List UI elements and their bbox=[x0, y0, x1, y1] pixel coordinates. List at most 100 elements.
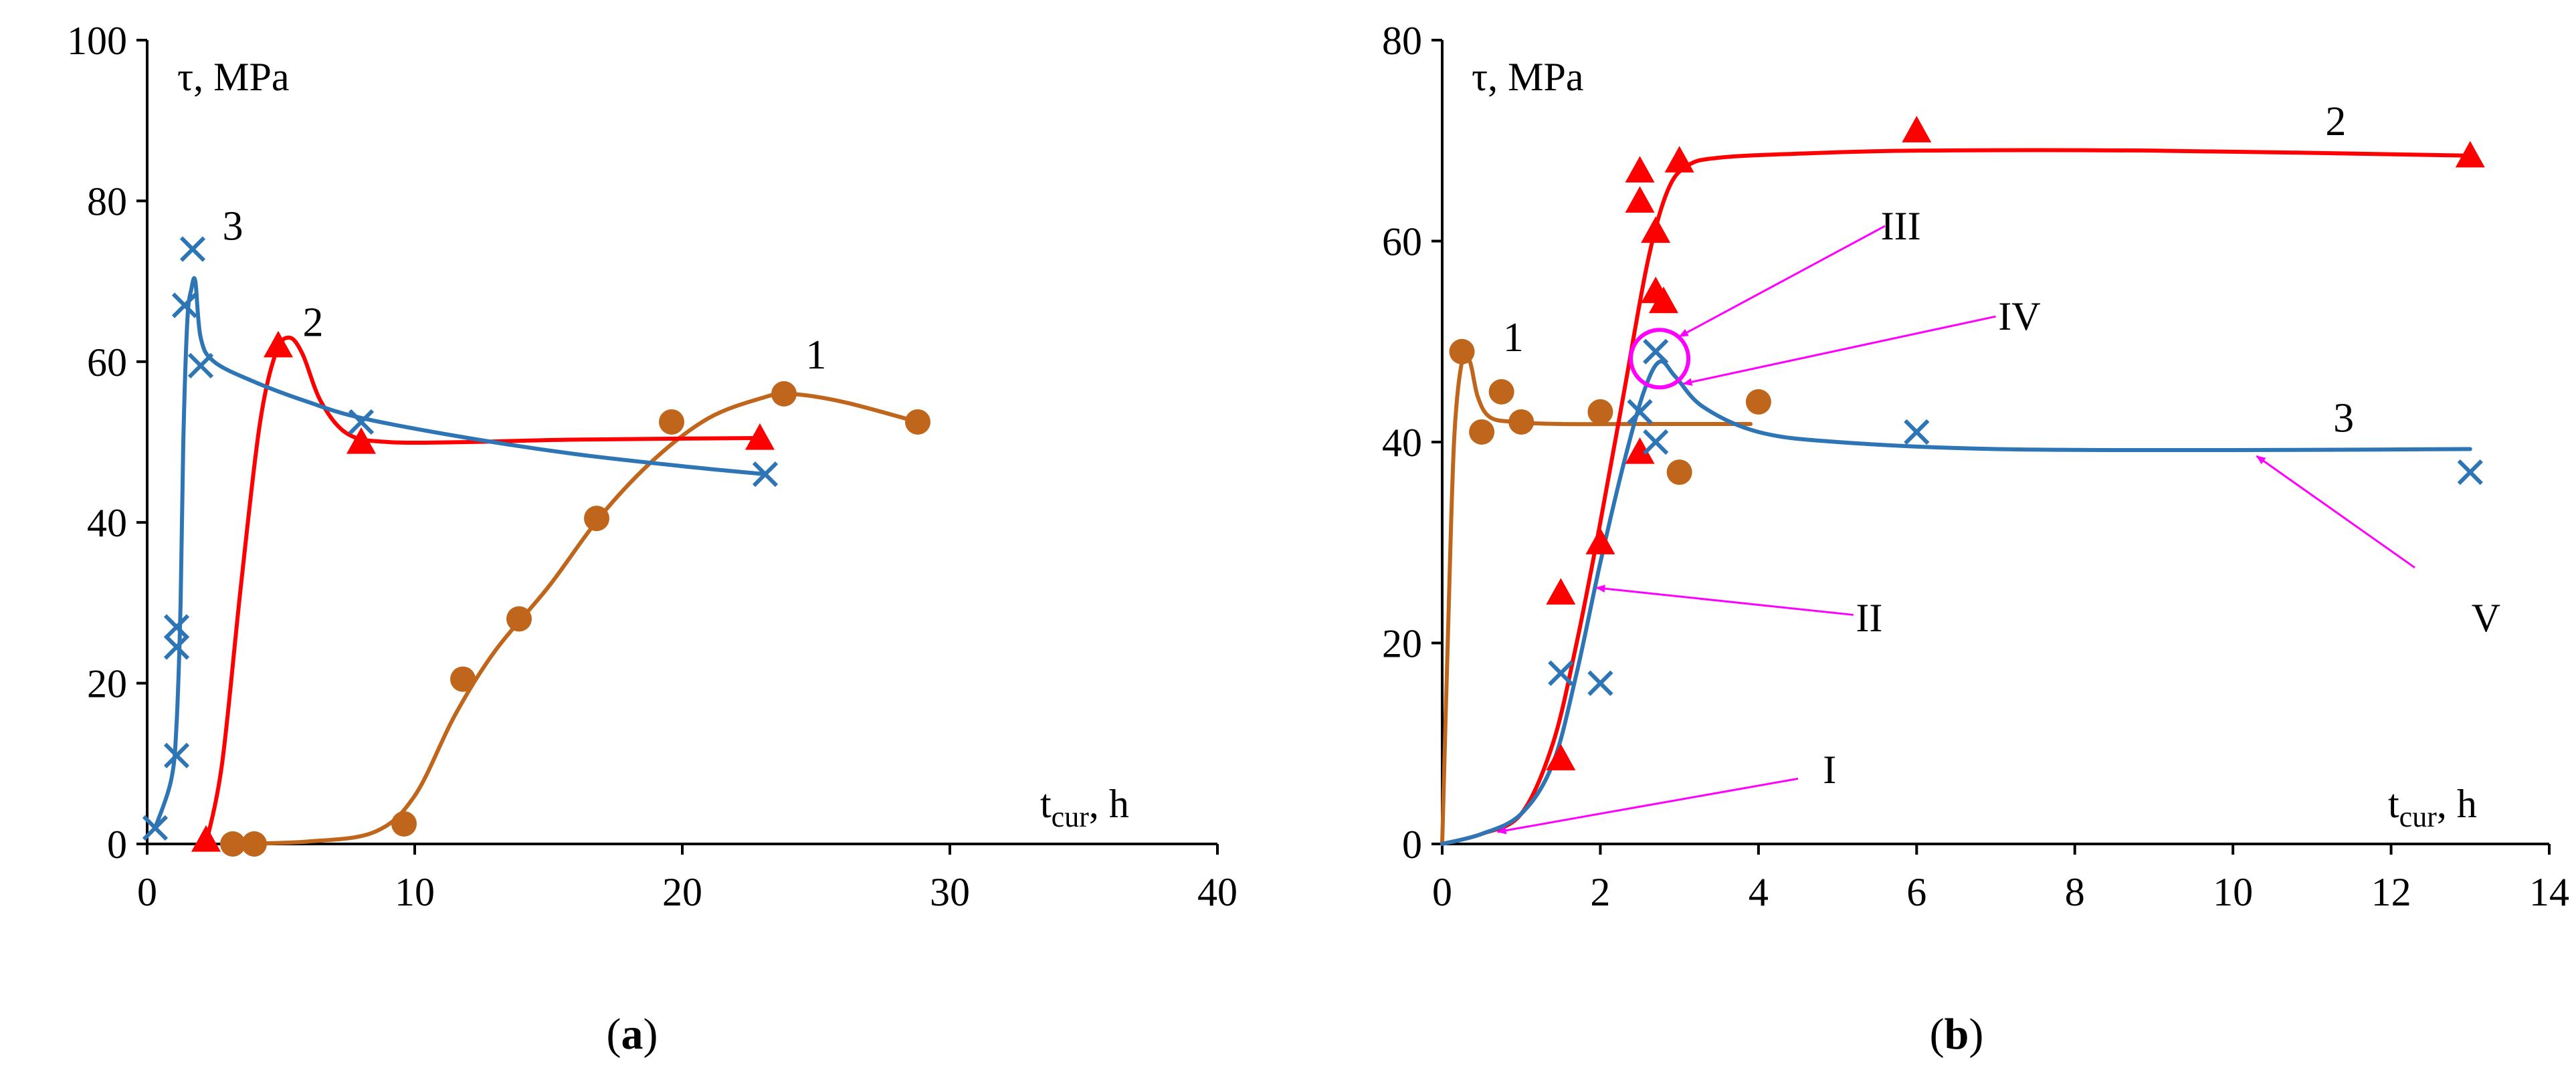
annotation-arrow-IV bbox=[1682, 315, 1996, 386]
caption-open-paren: ( bbox=[1930, 1010, 1945, 1059]
annotation-arrow-I bbox=[1496, 777, 1799, 835]
series-1-point bbox=[1666, 459, 1692, 486]
x-tick-label: 30 bbox=[930, 870, 970, 914]
x-tick-label: 40 bbox=[1197, 870, 1237, 914]
y-tick-label: 80 bbox=[1382, 19, 1422, 63]
series-3-point bbox=[142, 815, 169, 841]
annotation-label-II: II bbox=[1856, 596, 1882, 640]
x-tick-label: 20 bbox=[662, 870, 702, 914]
x-axis-label: tcur, h bbox=[2388, 782, 2477, 833]
series-1-point bbox=[771, 381, 797, 407]
highlight-circle bbox=[1629, 328, 1691, 390]
annotation-label-V: V bbox=[2472, 596, 2500, 640]
series-1-point bbox=[905, 409, 930, 435]
x-tick-label: 4 bbox=[1749, 870, 1769, 914]
curve-labels: 1 2 3 bbox=[223, 203, 827, 377]
series-1-point bbox=[1488, 379, 1514, 405]
series-1-point bbox=[659, 409, 684, 435]
series-3-point bbox=[1904, 419, 1930, 445]
x-axis-label-subscript: cur bbox=[2399, 800, 2438, 833]
caption-letter: a bbox=[621, 1010, 643, 1059]
y-tick-label: 80 bbox=[87, 179, 127, 223]
series-2-point bbox=[1546, 744, 1576, 770]
curve-label-2: 2 bbox=[303, 300, 324, 346]
x-ticks: 0 2 4 6 8 10 12 14 bbox=[1432, 844, 2569, 914]
series-2-point bbox=[1641, 216, 1671, 243]
x-tick-label: 14 bbox=[2529, 870, 2569, 914]
series-1-curve bbox=[1440, 352, 1753, 846]
series-3-point bbox=[1587, 670, 1613, 696]
x-axis-label: tcur, h bbox=[1040, 782, 1129, 833]
x-tick-label: 6 bbox=[1906, 870, 1926, 914]
series-3-point bbox=[2457, 459, 2483, 486]
series-1-point bbox=[1745, 389, 1771, 415]
caption-letter: b bbox=[1945, 1010, 1969, 1059]
y-tick-label: 40 bbox=[87, 501, 127, 545]
y-tick-label: 20 bbox=[1382, 622, 1422, 666]
caption-open-paren: ( bbox=[607, 1010, 621, 1059]
y-tick-label: 20 bbox=[87, 662, 127, 706]
x-tick-label: 0 bbox=[137, 870, 157, 914]
x-tick-label: 0 bbox=[1432, 870, 1452, 914]
series-1-point bbox=[1587, 399, 1613, 425]
series-3-point bbox=[1548, 660, 1574, 686]
x-tick-label: 10 bbox=[2213, 870, 2253, 914]
series-3-point bbox=[348, 409, 375, 435]
annotation-arrow-V bbox=[2256, 455, 2415, 569]
series-1-curve bbox=[231, 391, 920, 846]
x-tick-label: 8 bbox=[2065, 870, 2085, 914]
series-2-curve bbox=[204, 335, 762, 846]
caption-close-paren: ) bbox=[643, 1010, 658, 1059]
series-1-point bbox=[241, 831, 267, 857]
y-ticks: 0 20 40 60 80 100 bbox=[67, 19, 147, 867]
curve-labels: 1 2 3 bbox=[1503, 99, 2354, 441]
x-axis-label-main: t bbox=[1040, 782, 1052, 826]
series-3-point bbox=[1643, 338, 1669, 364]
series-2-point bbox=[1625, 156, 1655, 183]
curve-label-1: 1 bbox=[1503, 315, 1524, 360]
curve-label-3: 3 bbox=[2333, 395, 2354, 441]
curve-label-1: 1 bbox=[806, 332, 827, 378]
y-tick-label: 60 bbox=[1382, 220, 1422, 264]
series-3-point bbox=[179, 236, 206, 262]
fitted-curves bbox=[153, 276, 920, 846]
series-1-point bbox=[584, 506, 609, 532]
series-3-point bbox=[163, 614, 190, 640]
panel-caption-a: (a) bbox=[607, 1010, 658, 1059]
series-1-point bbox=[1469, 419, 1495, 445]
series-1-point bbox=[450, 666, 476, 692]
series-3-point bbox=[1643, 429, 1669, 455]
series-2-point bbox=[346, 427, 376, 454]
x-axis-label-subscript: cur bbox=[1052, 800, 1090, 833]
series-1-point bbox=[506, 606, 532, 632]
series-3-curve bbox=[1440, 359, 2472, 846]
series-3-curve bbox=[153, 276, 767, 830]
series-1-point bbox=[1449, 338, 1475, 364]
y-tick-label: 100 bbox=[67, 19, 127, 63]
x-axis-label-unit: , h bbox=[1089, 782, 1129, 826]
series-3-point bbox=[1627, 399, 1653, 425]
series-2-point bbox=[1625, 437, 1655, 464]
series-1-point bbox=[220, 831, 245, 857]
series-1-point bbox=[1508, 409, 1534, 435]
annotation-label-IV: IV bbox=[1998, 294, 2040, 338]
curve-label-2: 2 bbox=[2325, 99, 2346, 144]
annotation-label-III: III bbox=[1881, 204, 1921, 248]
series-2-point bbox=[264, 330, 293, 358]
series-3-point bbox=[187, 352, 214, 379]
series-2-point bbox=[2455, 140, 2485, 168]
series-2-point bbox=[1585, 528, 1615, 554]
series-3-point bbox=[163, 634, 190, 660]
series-2-point bbox=[1625, 186, 1655, 213]
data-markers bbox=[1449, 116, 2485, 770]
x-tick-label: 2 bbox=[1590, 870, 1610, 914]
panel-caption-b: (b) bbox=[1930, 1010, 1984, 1059]
series-3-point bbox=[171, 292, 198, 318]
y-axis-label: τ, MPa bbox=[1472, 55, 1583, 99]
series-2-point bbox=[1546, 578, 1576, 605]
y-axis-label: τ, MPa bbox=[177, 55, 289, 99]
series-2-point bbox=[1902, 116, 1932, 142]
x-tick-label: 10 bbox=[395, 870, 435, 914]
